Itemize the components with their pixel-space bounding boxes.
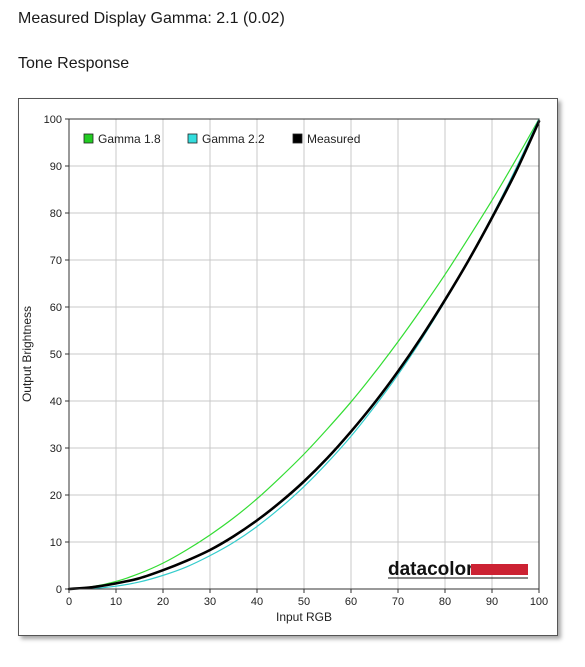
x-tick-label: 90 [486, 596, 498, 608]
y-tick-label: 20 [50, 490, 62, 502]
legend-swatch [292, 133, 303, 144]
x-tick-label: 70 [392, 596, 404, 608]
measured-gamma-heading: Measured Display Gamma: 2.1 (0.02) [18, 10, 285, 27]
legend-item: Gamma 2.2 [187, 132, 265, 146]
series-lines [67, 118, 541, 591]
x-tick-label: 60 [345, 596, 357, 608]
y-tick-label: 40 [50, 396, 62, 408]
legend-item: Gamma 1.8 [83, 132, 161, 146]
legend-label: Gamma 2.2 [202, 132, 265, 146]
x-tick-label: 20 [157, 596, 169, 608]
y-tick-label: 0 [56, 584, 62, 596]
tone-response-chart: 0 10 20 30 40 50 60 70 80 90 100 0 10 20 30 40 50 60 70 80 9… [18, 98, 558, 636]
legend: Gamma 1.8 Gamma 2.2 Measured [83, 132, 360, 146]
y-tick-label: 90 [50, 161, 62, 173]
x-tick-label: 30 [204, 596, 216, 608]
y-tick-label: 30 [50, 443, 62, 455]
y-axis-title: Output Brightness [20, 306, 34, 402]
series-line-gamma-1-8 [68, 118, 540, 590]
x-tick-label: 40 [251, 596, 263, 608]
x-tick-label: 100 [530, 596, 548, 608]
y-tick-label: 10 [50, 537, 62, 549]
legend-swatch [83, 133, 94, 144]
logo-bar [471, 564, 528, 575]
y-tick-label: 60 [50, 302, 62, 314]
x-tick-label: 10 [110, 596, 122, 608]
grid-lines [69, 119, 539, 589]
y-tick-label: 80 [50, 208, 62, 220]
x-tick-label: 80 [439, 596, 451, 608]
legend-item: Measured [292, 132, 360, 146]
y-tick-label: 70 [50, 255, 62, 267]
logo-text: datacolor [388, 559, 474, 580]
y-tick-label: 50 [50, 349, 62, 361]
x-tick-label: 50 [298, 596, 310, 608]
y-tick-label: 100 [44, 114, 62, 126]
legend-label: Gamma 1.8 [98, 132, 161, 146]
series-line-measured [67, 120, 541, 591]
legend-swatch [187, 133, 198, 144]
tone-response-heading: Tone Response [18, 55, 130, 72]
x-tick-label: 0 [66, 596, 72, 608]
tick-labels: 0 10 20 30 40 50 60 70 80 90 100 0 10 20 30 40 50 60 70 80 9… [44, 114, 549, 608]
legend-label: Measured [307, 132, 360, 146]
x-axis-title: Input RGB [276, 610, 332, 624]
datacolor-logo: datacolor [388, 559, 528, 580]
chart-svg: 0 10 20 30 40 50 60 70 80 90 100 0 10 20 30 40 50 60 70 80 9… [20, 114, 549, 624]
